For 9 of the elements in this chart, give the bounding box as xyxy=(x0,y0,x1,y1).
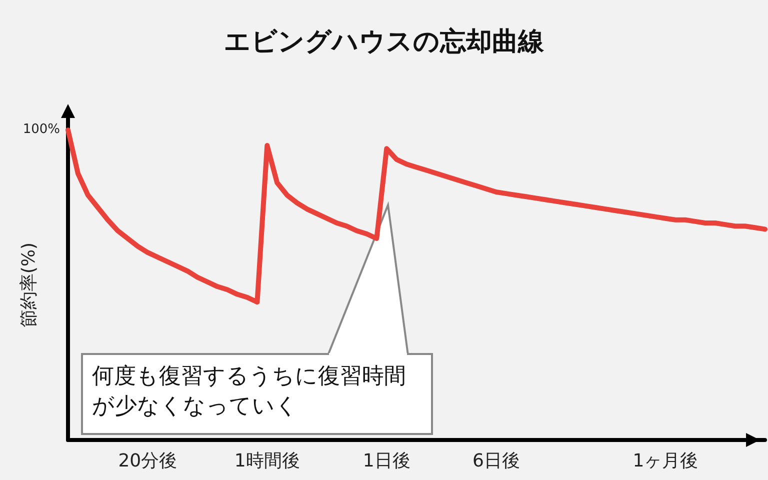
text: 100% xyxy=(22,122,60,137)
x-tick-label: 1日後 xyxy=(362,450,410,472)
annotation: 何度も復習するうちに復習時間が少なくなっていく xyxy=(92,363,407,421)
y-axis-title: 節約率(%) xyxy=(18,242,40,328)
chart-title: エビングハウスの忘却曲線 xyxy=(224,27,545,57)
x-tick-label: 1ヶ月後 xyxy=(632,450,698,472)
x-tick-label: 6日後 xyxy=(472,450,520,472)
x-tick-label: 20分後 xyxy=(118,450,178,472)
x-tick-label: 1時間後 xyxy=(234,450,300,472)
